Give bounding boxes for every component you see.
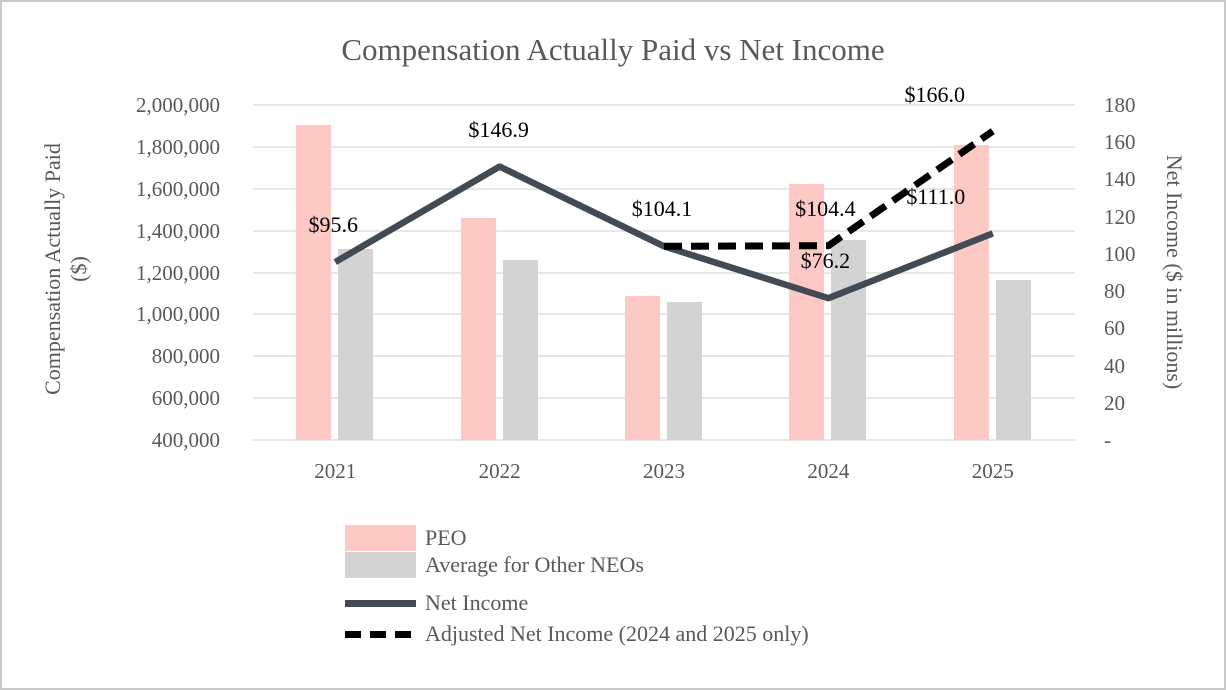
bar-peo	[460, 218, 496, 440]
legend-item: PEO	[345, 525, 467, 551]
bar-peo	[296, 124, 332, 440]
data-label: $104.4	[795, 195, 856, 221]
legend-item: Adjusted Net Income (2024 and 2025 only)	[345, 621, 809, 647]
gridline	[253, 104, 1075, 106]
bar-neo	[667, 301, 702, 440]
right-axis-tick: 140	[1104, 167, 1136, 192]
x-axis-label: 2023	[643, 459, 685, 483]
left-axis-tick: 1,800,000	[136, 134, 220, 159]
gridline	[253, 397, 1075, 400]
net-income-line	[333, 163, 994, 302]
right-axis-tick: 100	[1104, 241, 1136, 266]
x-axis-label: 2022	[478, 459, 521, 483]
legend-label: Average for Other NEOs	[425, 552, 644, 577]
data-label: $146.9	[468, 116, 529, 142]
bar-peo	[625, 295, 660, 440]
right-axis-tick: 60	[1104, 316, 1125, 341]
left-axis-tick: 1,600,000	[136, 176, 220, 201]
legend-swatch-bar	[345, 552, 416, 578]
legend-label: Adjusted Net Income (2024 and 2025 only)	[425, 621, 809, 646]
legend-swatch-dashed-line	[345, 631, 416, 638]
left-axis-tick: 2,000,000	[136, 93, 220, 117]
gridline	[253, 313, 1075, 316]
data-label: $111.0	[906, 184, 966, 210]
gridline	[253, 271, 1075, 274]
left-axis-tick: 600,000	[151, 386, 220, 411]
legend-item: Net Income	[345, 590, 528, 616]
left-axis-tick: 1,000,000	[136, 302, 220, 327]
chart-title: Compensation Actually Paid vs Net Income	[341, 32, 885, 67]
gridline	[253, 439, 1075, 441]
x-axis-label: 2021	[314, 459, 357, 483]
right-axis-tick: 160	[1104, 130, 1136, 155]
right-axis-tick: 40	[1104, 353, 1125, 378]
data-label: $95.6	[308, 212, 358, 238]
left-axis-tick: 1,200,000	[136, 260, 220, 285]
bar-neo	[502, 259, 538, 440]
legend-swatch-bar	[345, 525, 416, 551]
legend-label: Net Income	[425, 590, 529, 615]
right-axis-tick: 120	[1104, 204, 1136, 229]
x-axis-label: 2024	[807, 459, 850, 483]
gridline	[253, 145, 1075, 148]
legend-swatch-line	[345, 600, 416, 607]
legend-item: Average for Other NEOs	[345, 552, 644, 578]
gridline	[253, 355, 1075, 358]
left-axis-tick: 1,400,000	[136, 218, 220, 243]
right-axis-tick: 80	[1104, 279, 1125, 304]
data-label: $76.2	[800, 248, 851, 274]
left-axis-tick: 800,000	[151, 344, 220, 369]
x-axis-label: 2025	[971, 459, 1014, 483]
bar-neo	[995, 279, 1031, 440]
right-axis-tick: 20	[1104, 390, 1125, 415]
data-label: $104.1	[631, 196, 693, 222]
legend-label: PEO	[425, 525, 467, 550]
right-axis-tick: -	[1104, 428, 1111, 452]
bar-peo	[789, 183, 825, 440]
gridline	[253, 229, 1075, 232]
bar-neo	[338, 249, 374, 440]
left-axis-tick: 400,000	[151, 428, 220, 452]
right-axis-tick: 180	[1104, 93, 1136, 117]
data-label: $166.0	[904, 82, 966, 108]
